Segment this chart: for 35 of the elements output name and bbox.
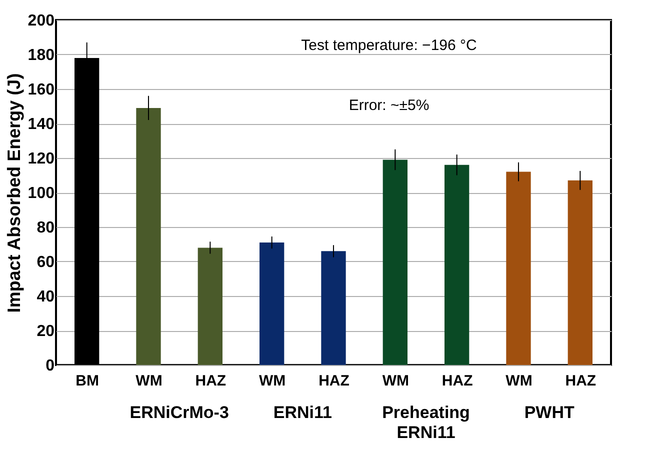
y-tick-label: 140	[28, 116, 55, 133]
x-tick-label: HAZ	[195, 372, 226, 390]
x-tick-label: BM	[76, 372, 99, 390]
x-tick-label: HAZ	[442, 372, 473, 390]
y-tick-label: 200	[28, 12, 55, 30]
y-tick-label: 0	[46, 358, 55, 374]
y-tick-label: 40	[36, 288, 55, 306]
x-tick-label: WM	[259, 372, 286, 390]
y-tick-label: 80	[36, 220, 55, 236]
y-tick-label: 60	[36, 254, 55, 271]
x-tick-label: WM	[136, 372, 162, 390]
y-tick-label: 100	[28, 185, 55, 202]
text: Preheating ERNi11	[382, 403, 470, 442]
x-tick-label: HAZ	[565, 372, 596, 390]
bar	[506, 172, 531, 365]
y-tick-label: 120	[28, 150, 55, 168]
x-tick-label: HAZ	[318, 372, 350, 390]
text: PWHT	[524, 403, 575, 422]
text: ERNiCrMo-3	[130, 403, 229, 422]
bar	[260, 242, 284, 365]
bar	[444, 164, 470, 365]
bar	[321, 251, 346, 365]
y-axis-title: Impact Absorbed Energy (J)	[4, 73, 24, 313]
text: ERNi11	[273, 403, 332, 422]
y-tick-label: 160	[28, 82, 55, 98]
bar	[382, 160, 408, 365]
x-tick-label: WM	[382, 372, 409, 390]
x-tick-label: WM	[506, 372, 532, 390]
y-tick-label: 20	[36, 323, 55, 340]
bar	[136, 108, 161, 365]
bar	[198, 248, 222, 365]
annotation: Error: ~±5%	[348, 97, 430, 114]
annotation: Test temperature: −196 °C	[301, 37, 478, 54]
bar	[568, 180, 592, 365]
y-tick-label: 180	[28, 47, 55, 64]
